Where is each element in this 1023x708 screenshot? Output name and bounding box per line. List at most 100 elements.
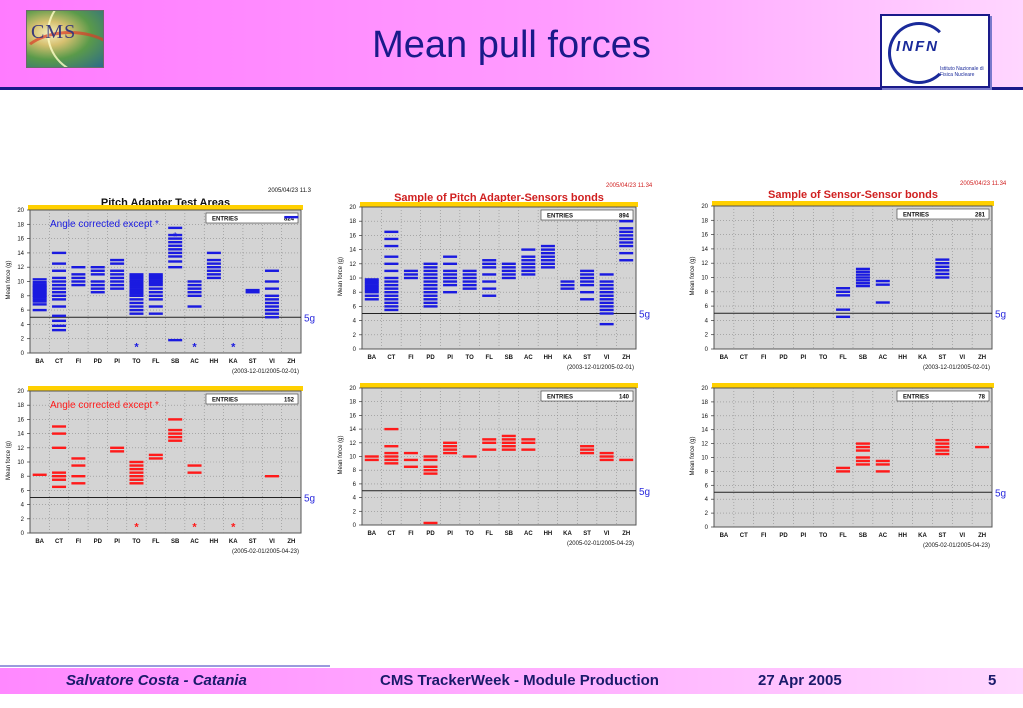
x-tick-label: AC xyxy=(190,359,199,365)
entries-value: 894 xyxy=(619,214,630,220)
data-point xyxy=(482,273,497,276)
data-point xyxy=(52,251,67,255)
data-point xyxy=(129,294,144,297)
chart-panel-p6: 0 2 4 6 8 10 12 14 16 18 20 Mean force (g) BA CT FI PD P… xyxy=(690,383,1006,549)
x-tick-label: KA xyxy=(229,359,238,365)
data-point xyxy=(443,291,458,294)
data-point xyxy=(187,294,202,297)
data-point xyxy=(264,269,279,272)
data-point xyxy=(71,273,86,276)
data-point xyxy=(482,262,497,265)
y-tick-label: 6 xyxy=(705,304,709,310)
x-tick-label: HH xyxy=(544,531,553,537)
data-point xyxy=(836,287,851,290)
data-point xyxy=(187,471,202,474)
y-tick-label: 10 xyxy=(349,455,356,461)
y-tick-label: 8 xyxy=(705,469,709,475)
data-point xyxy=(148,277,163,280)
data-point xyxy=(364,291,379,294)
data-point xyxy=(384,451,399,455)
data-point xyxy=(264,308,279,312)
data-point xyxy=(935,452,950,456)
y-tick-label: 10 xyxy=(701,456,708,462)
data-point xyxy=(129,478,144,481)
data-point xyxy=(836,294,851,297)
x-tick-label: TO xyxy=(466,355,475,361)
data-point xyxy=(975,445,990,449)
data-point xyxy=(423,266,438,269)
data-point xyxy=(875,463,890,466)
x-tick-label: ST xyxy=(249,359,257,365)
data-point xyxy=(403,451,418,455)
data-point xyxy=(264,316,279,319)
data-point xyxy=(187,280,202,283)
data-point xyxy=(599,294,614,297)
data-point xyxy=(521,266,536,269)
data-point xyxy=(148,457,163,460)
data-point xyxy=(364,458,379,462)
data-point xyxy=(560,287,575,290)
data-point xyxy=(423,458,438,462)
data-point xyxy=(462,455,477,458)
data-point xyxy=(168,428,183,432)
y-tick-label: 2 xyxy=(705,511,709,517)
data-point xyxy=(855,282,870,285)
data-point xyxy=(168,226,183,230)
infn-logo: INFN Istituto Nazionale di Fisica Nuclea… xyxy=(880,14,990,88)
star-marker: * xyxy=(231,521,236,533)
data-point xyxy=(423,298,438,301)
entries-box xyxy=(540,209,634,221)
data-point xyxy=(855,445,870,449)
y-tick-label: 16 xyxy=(701,233,708,239)
data-point xyxy=(836,308,851,311)
data-point xyxy=(501,441,516,444)
data-point xyxy=(71,266,86,269)
data-point xyxy=(264,305,279,308)
y-tick-label: 16 xyxy=(349,233,356,239)
x-tick-label: BA xyxy=(35,539,44,545)
data-point xyxy=(599,283,614,287)
data-point xyxy=(52,425,67,428)
data-point xyxy=(855,270,870,273)
x-tick-label: SB xyxy=(859,355,868,361)
data-point xyxy=(462,283,477,287)
data-point xyxy=(619,458,634,462)
entries-label: ENTRIES xyxy=(547,395,573,401)
data-point xyxy=(32,281,47,284)
x-tick-label: SB xyxy=(171,539,180,545)
data-point xyxy=(110,276,125,280)
y-tick-label: 20 xyxy=(349,205,356,211)
data-point xyxy=(599,273,614,276)
entries-box xyxy=(896,390,990,402)
y-tick-label: 12 xyxy=(17,446,24,452)
y-tick-label: 10 xyxy=(349,276,356,282)
y-tick-label: 8 xyxy=(353,468,357,474)
data-point xyxy=(875,279,890,283)
y-tick-label: 14 xyxy=(17,251,24,257)
data-point xyxy=(580,448,595,451)
data-point xyxy=(264,312,279,315)
x-tick-label: HH xyxy=(544,355,553,361)
data-point xyxy=(540,244,555,248)
plot-top-strip xyxy=(28,205,303,210)
data-point xyxy=(206,273,221,276)
data-point xyxy=(110,262,125,265)
data-point xyxy=(403,273,418,276)
data-point xyxy=(206,269,221,272)
x-tick-label: HH xyxy=(210,359,219,365)
data-point xyxy=(580,445,595,448)
data-point xyxy=(619,241,634,244)
x-tick-label: VI xyxy=(959,533,965,539)
y-tick-label: 4 xyxy=(21,322,25,328)
data-point xyxy=(168,251,183,255)
x-tick-label: ZH xyxy=(622,531,630,537)
y-tick-label: 2 xyxy=(705,333,709,339)
data-point xyxy=(129,298,144,301)
data-point xyxy=(187,464,202,467)
plot-top-strip xyxy=(712,383,994,388)
threshold-label: 5g xyxy=(639,310,650,321)
y-tick-label: 20 xyxy=(701,204,708,210)
data-point xyxy=(384,305,399,308)
data-point xyxy=(384,255,399,258)
data-point xyxy=(384,276,399,280)
